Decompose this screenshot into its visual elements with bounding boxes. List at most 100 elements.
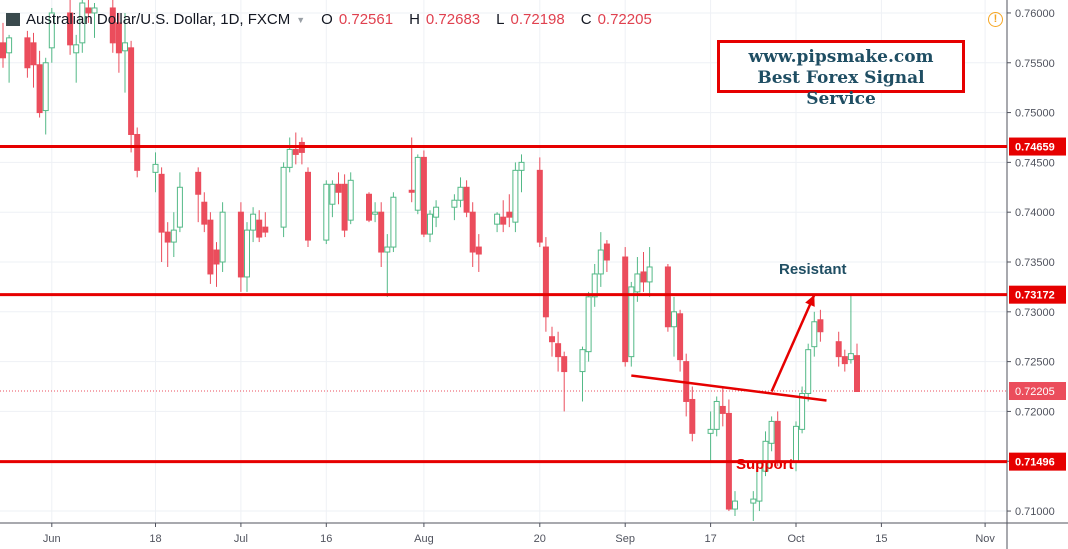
candle-body[interactable] bbox=[451, 199, 458, 208]
candle-body[interactable] bbox=[292, 148, 299, 155]
candle-body[interactable] bbox=[854, 355, 860, 393]
candle-body[interactable] bbox=[719, 405, 726, 414]
candle-body[interactable] bbox=[585, 296, 592, 353]
candle-body[interactable] bbox=[634, 273, 641, 293]
candle-body[interactable] bbox=[30, 42, 37, 66]
candle-body[interactable] bbox=[561, 356, 568, 373]
candle-body[interactable] bbox=[732, 500, 738, 510]
candle-body[interactable] bbox=[414, 156, 421, 211]
candle-body[interactable] bbox=[664, 266, 671, 328]
candle-body[interactable] bbox=[646, 266, 653, 283]
candle-body[interactable] bbox=[73, 44, 80, 54]
candle-body[interactable] bbox=[707, 428, 714, 434]
candle-body[interactable] bbox=[384, 246, 391, 253]
candle-body[interactable] bbox=[500, 216, 507, 225]
candle-body[interactable] bbox=[579, 349, 586, 373]
candle-body[interactable] bbox=[115, 22, 122, 54]
candle-body[interactable] bbox=[170, 229, 177, 243]
candle-body[interactable] bbox=[24, 37, 31, 69]
candle-body[interactable] bbox=[847, 353, 854, 361]
candle-body[interactable] bbox=[408, 189, 415, 193]
candle-body[interactable] bbox=[427, 213, 433, 235]
candle-body[interactable] bbox=[835, 341, 842, 358]
candle-body[interactable] bbox=[0, 42, 6, 59]
candle-body[interactable] bbox=[750, 498, 757, 504]
candle-body[interactable] bbox=[335, 183, 342, 193]
candle-body[interactable] bbox=[329, 183, 336, 205]
candle-body[interactable] bbox=[109, 7, 116, 44]
candle-body[interactable] bbox=[280, 166, 287, 228]
candle-body[interactable] bbox=[597, 249, 604, 275]
candle-body[interactable] bbox=[506, 211, 513, 218]
candle-body[interactable] bbox=[219, 211, 226, 263]
candle-body[interactable] bbox=[494, 213, 501, 225]
candle-body[interactable] bbox=[799, 392, 806, 430]
candle-body[interactable] bbox=[79, 2, 86, 44]
candle-body[interactable] bbox=[134, 133, 141, 171]
candle-body[interactable] bbox=[305, 171, 311, 241]
candle-body[interactable] bbox=[640, 271, 647, 283]
candle-body[interactable] bbox=[793, 425, 799, 462]
warning-icon[interactable]: ! bbox=[988, 12, 1003, 27]
candle-body[interactable] bbox=[158, 173, 165, 233]
candle-body[interactable] bbox=[457, 186, 464, 201]
candle-body[interactable] bbox=[176, 186, 183, 228]
candle-body[interactable] bbox=[372, 211, 379, 215]
candle-body[interactable] bbox=[42, 62, 49, 112]
candle-body[interactable] bbox=[433, 206, 440, 218]
candle-body[interactable] bbox=[85, 7, 92, 14]
candle-body[interactable] bbox=[628, 286, 635, 358]
candle-body[interactable] bbox=[420, 156, 427, 235]
candle-body[interactable] bbox=[286, 148, 293, 168]
candle-body[interactable] bbox=[341, 183, 348, 231]
candle-body[interactable] bbox=[378, 211, 385, 253]
candle-body[interactable] bbox=[463, 186, 470, 213]
candle-body[interactable] bbox=[195, 171, 202, 195]
candle-body[interactable] bbox=[475, 246, 482, 255]
candle-body[interactable] bbox=[555, 343, 562, 358]
candle-body[interactable] bbox=[512, 169, 519, 223]
candle-body[interactable] bbox=[762, 440, 769, 472]
candle-body[interactable] bbox=[841, 356, 848, 365]
candle-body[interactable] bbox=[128, 47, 135, 135]
candle-body[interactable] bbox=[48, 12, 55, 49]
candle-body[interactable] bbox=[366, 193, 372, 221]
candle-body[interactable] bbox=[603, 243, 610, 261]
candle-body[interactable] bbox=[591, 273, 598, 298]
candle-body[interactable] bbox=[542, 246, 549, 318]
candle-body[interactable] bbox=[91, 7, 98, 14]
arrow-shaft[interactable] bbox=[770, 294, 816, 393]
candle-body[interactable] bbox=[152, 163, 159, 173]
candle-body[interactable] bbox=[713, 400, 720, 430]
candle-body[interactable] bbox=[67, 12, 74, 46]
candle-body[interactable] bbox=[768, 420, 775, 444]
candle-body[interactable] bbox=[805, 349, 812, 394]
candle-body[interactable] bbox=[689, 398, 696, 434]
candle-body[interactable] bbox=[549, 336, 555, 343]
candle-body[interactable] bbox=[811, 321, 818, 348]
candle-body[interactable] bbox=[469, 211, 476, 253]
candle-body[interactable] bbox=[164, 231, 171, 243]
trend-line[interactable] bbox=[631, 374, 827, 402]
candle-body[interactable] bbox=[677, 313, 684, 361]
candle-body[interactable] bbox=[201, 201, 208, 225]
candle-body[interactable] bbox=[122, 42, 128, 52]
candle-body[interactable] bbox=[250, 213, 257, 231]
candle-body[interactable] bbox=[347, 179, 354, 221]
candle-body[interactable] bbox=[390, 196, 397, 248]
candle-body[interactable] bbox=[6, 37, 13, 54]
candle-body[interactable] bbox=[36, 64, 43, 114]
candle-body[interactable] bbox=[671, 311, 677, 328]
candle-body[interactable] bbox=[756, 462, 763, 502]
candle-body[interactable] bbox=[262, 226, 269, 233]
symbol-title[interactable]: Australian Dollar/U.S. Dollar, 1D, FXCM bbox=[26, 11, 291, 28]
candle-body[interactable] bbox=[518, 161, 525, 171]
chevron-down-icon[interactable]: ▼ bbox=[296, 14, 306, 25]
candle-body[interactable] bbox=[536, 169, 543, 243]
candle-body[interactable] bbox=[213, 249, 220, 265]
candle-body[interactable] bbox=[817, 319, 824, 333]
candle-body[interactable] bbox=[323, 183, 330, 241]
candle-body[interactable] bbox=[622, 256, 629, 363]
candle-body[interactable] bbox=[256, 219, 263, 238]
candle-body[interactable] bbox=[207, 219, 214, 275]
